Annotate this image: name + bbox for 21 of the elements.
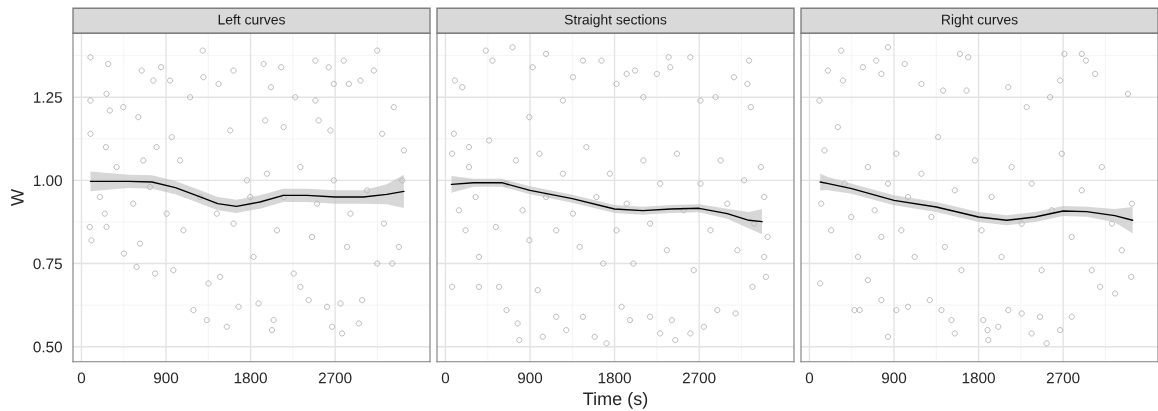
x-tick-label: 1800 [598,372,631,384]
x-tick-label: 0 [441,372,450,384]
x-tick-label: 900 [881,372,907,384]
x-tick-label: 900 [153,372,179,384]
y-tick-label: 1.25 [34,92,62,103]
chart-title: Left curves [218,14,285,25]
x-tick-label: 2700 [1046,372,1080,384]
y-tick-label: 0.75 [33,258,62,270]
x-tick-label: 1800 [962,372,995,384]
y-axis-title: W [11,189,24,206]
x-tick-label: 0 [77,372,86,384]
chart-title: Straight sections [564,14,667,28]
y-tick-label: 0.50 [33,341,62,353]
x-tick-label: 900 [517,372,543,384]
x-axis-title: Time (s) [583,391,648,409]
x-tick-label: 2700 [318,372,352,384]
y-tick-label: 1.00 [34,175,62,187]
x-tick-label: 0 [805,372,814,384]
chart-title: Right curves [942,14,1018,28]
x-tick-label: 2700 [682,372,716,384]
x-tick-label: 1800 [234,372,267,384]
